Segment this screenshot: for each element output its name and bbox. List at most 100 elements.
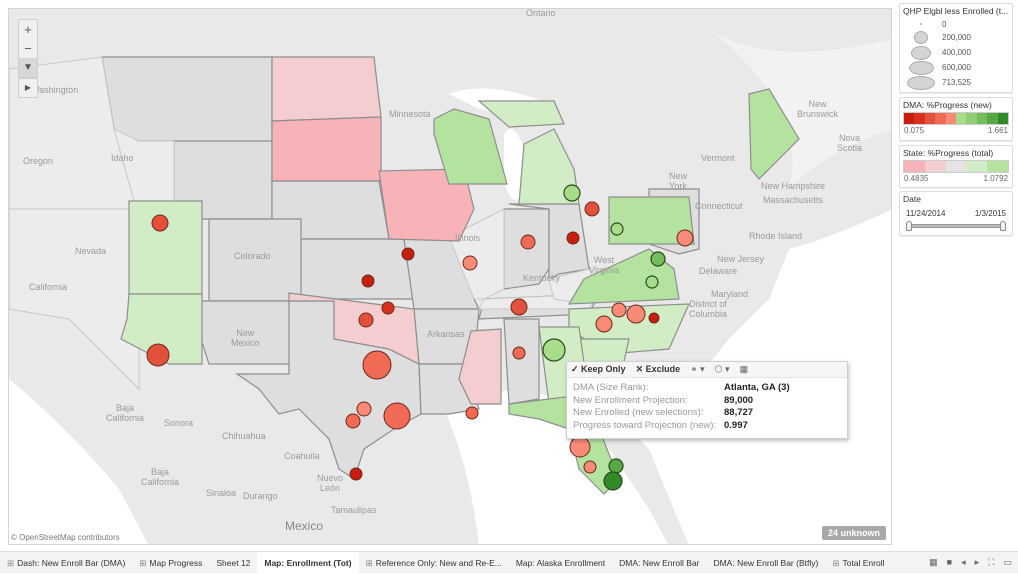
dma-color-ramp (903, 112, 1009, 125)
state-legend-max: 1.0792 (983, 174, 1008, 183)
state-legend-title: State: %Progress (total) (903, 148, 994, 158)
state-progress-legend[interactable]: State: %Progress (total) 0.4835 1.0792 (899, 145, 1013, 188)
size-legend-item: 400,000 (900, 45, 1012, 60)
tab-map-enrollment-tot[interactable]: Map: Enrollment (Tot) (257, 551, 359, 574)
label-massachusetts: Massachusetts (763, 195, 824, 205)
size-legend-title: QHP Elgbl less Enrolled (t... (903, 6, 1009, 16)
label-colorado: Colorado (234, 251, 271, 261)
tab-sheet-12[interactable]: Sheet 12 (216, 557, 251, 568)
label-baja-california-sur: Baja California (141, 467, 180, 487)
size-legend-item: 0 (900, 18, 1012, 30)
map-canvas[interactable] (9, 9, 892, 545)
dma-legend-min: 0.075 (904, 126, 925, 135)
label-durango: Durango (243, 491, 278, 501)
sheet-tabs: ⊞ Dash: New Enroll Bar (DMA) ⊞ Map Progres… (0, 551, 1018, 574)
check-icon: ✓ (571, 364, 582, 374)
tab-reference-only[interactable]: ⊞ Reference Only: New and Re-E... (365, 557, 502, 568)
label-washington: Washington (31, 85, 79, 95)
x-icon: ✕ (635, 364, 646, 374)
zoom-in-button[interactable]: + (24, 22, 32, 37)
label-mexico: Mexico (285, 519, 324, 533)
group-icon[interactable]: ⚭ ▾ (690, 364, 705, 374)
dashboard-icon: ⊞ (139, 557, 147, 568)
label-maryland: Maryland (711, 289, 749, 299)
label-kentucky: Kentucky (523, 273, 561, 283)
slider-track[interactable] (908, 224, 1004, 228)
tab-dma-new-enroll-bar-btfly[interactable]: DMA: New Enroll Bar (Btfly) (713, 557, 819, 568)
unknown-badge[interactable]: 24 unknown (821, 526, 886, 540)
tooltip: ✓ Keep Only ✕ Exclude ⚭ ▾ ⬡ ▾ ▦ DMA (Siz… (566, 361, 848, 439)
label-delaware: Delaware (699, 266, 738, 276)
tooltip-row: New Enrollment Projection: 89,000 (573, 394, 754, 406)
date-end: 1/3/2015 (974, 209, 1006, 218)
tab-map-alaska-enrollment[interactable]: Map: Alaska Enrollment (515, 557, 606, 568)
label-vermont: Vermont (701, 153, 735, 163)
tab-dma-new-enroll-bar[interactable]: DMA: New Enroll Bar (619, 557, 700, 568)
zoom-controls: + − ▼ (18, 19, 38, 78)
label-california: California (29, 282, 68, 292)
dashboard-icon: ⊞ (832, 557, 840, 568)
size-legend-item: 713,525 (900, 75, 1012, 90)
dashboard-icon: ⊞ (365, 557, 373, 568)
keep-only-button[interactable]: ✓ Keep Only (571, 364, 626, 374)
fullscreen-icon[interactable]: ⛶ (988, 557, 995, 567)
label-arkansas: Arkansas (427, 329, 465, 339)
pin-icon[interactable]: ▼ (19, 58, 37, 77)
label-new-brunswick: New Brunswick (797, 99, 839, 119)
label-rhode-island: Rhode Island (749, 231, 803, 241)
label-idaho: Idaho (111, 153, 134, 163)
state-legend-min: 0.4835 (904, 174, 929, 183)
size-legend[interactable]: QHP Elgbl less Enrolled (t... 0 200,000 … (899, 3, 1013, 93)
date-start: 11/24/2014 (906, 209, 946, 218)
dma-progress-legend[interactable]: DMA: %Progress (new) 0.075 1.661 (899, 97, 1013, 141)
tab-navigation: ▦ ■ ◂ ▸ ⛶ ▭ (929, 557, 1018, 568)
map-view[interactable]: Ontario Washington Oregon Idaho Nevada C… (8, 8, 892, 545)
label-new-jersey: New Jersey (717, 254, 765, 264)
label-new-york: New York (669, 171, 688, 191)
presentation-icon[interactable]: ▭ (1003, 557, 1012, 567)
label-minnesota: Minnesota (389, 109, 431, 119)
slider-end-handle[interactable] (1000, 221, 1006, 231)
tooltip-row: DMA (Size Rank): Atlanta, GA (3) (573, 382, 790, 393)
tooltip-row: New Enrolled (new selections): 88,727 (573, 407, 754, 418)
set-icon[interactable]: ⬡ ▾ (714, 364, 730, 374)
tab-total-enroll[interactable]: ⊞ Total Enroll (832, 557, 885, 568)
exclude-button[interactable]: ✕ Exclude (635, 364, 681, 374)
label-baja-california: Baja California (106, 403, 145, 423)
slider-start-handle[interactable] (906, 221, 912, 231)
date-range-slider[interactable] (906, 221, 1006, 231)
state-color-ramp (903, 160, 1009, 173)
label-sinaloa: Sinaloa (206, 488, 237, 498)
map-toolbar-expand-button[interactable]: ▶ (18, 78, 38, 98)
label-ontario: Ontario (526, 8, 556, 18)
date-filter: Date 11/24/2014 1/3/2015 (899, 191, 1013, 236)
tab-map-progress[interactable]: ⊞ Map Progress (139, 557, 203, 568)
label-tamaulipas: Tamaulipas (331, 505, 377, 515)
size-legend-item: 600,000 (900, 60, 1012, 75)
filmstrip-icon[interactable]: ▦ (929, 557, 938, 567)
label-nova-scotia: Nova Scotia (837, 133, 863, 153)
label-coahuila: Coahuila (284, 451, 320, 461)
label-nevada: Nevada (75, 246, 107, 256)
zoom-out-button[interactable]: − (24, 41, 32, 56)
label-sonora: Sonora (164, 418, 194, 428)
map-credit[interactable]: © OpenStreetMap contributors (11, 533, 120, 542)
view-data-icon[interactable]: ▦ (739, 364, 749, 374)
tooltip-row: Progress toward Projection (new): 0.997 (573, 419, 748, 431)
label-nuevo-leon: Nuevo León (317, 473, 344, 493)
label-illinois: Illinois (455, 233, 481, 243)
label-oregon: Oregon (23, 156, 54, 166)
sheet-sorter-icon[interactable]: ■ (946, 557, 953, 567)
dma-legend-title: DMA: %Progress (new) (903, 100, 992, 110)
next-tab-icon[interactable]: ▸ (974, 557, 980, 567)
size-legend-item: 200,000 (900, 30, 1012, 45)
dashboard-icon: ⊞ (7, 557, 15, 568)
dma-legend-max: 1.661 (987, 126, 1008, 135)
tab-dash-new-enroll-bar-dma[interactable]: ⊞ Dash: New Enroll Bar (DMA) (7, 557, 126, 568)
label-new-hampshire: New Hampshire (761, 181, 826, 191)
tooltip-toolbar: ✓ Keep Only ✕ Exclude ⚭ ▾ ⬡ ▾ ▦ (567, 362, 847, 378)
label-west-virginia: West Virginia (589, 255, 619, 275)
label-dc: District of Columbia (689, 299, 728, 319)
prev-tab-icon[interactable]: ◂ (961, 557, 966, 567)
label-chihuahua: Chihuahua (222, 431, 266, 441)
